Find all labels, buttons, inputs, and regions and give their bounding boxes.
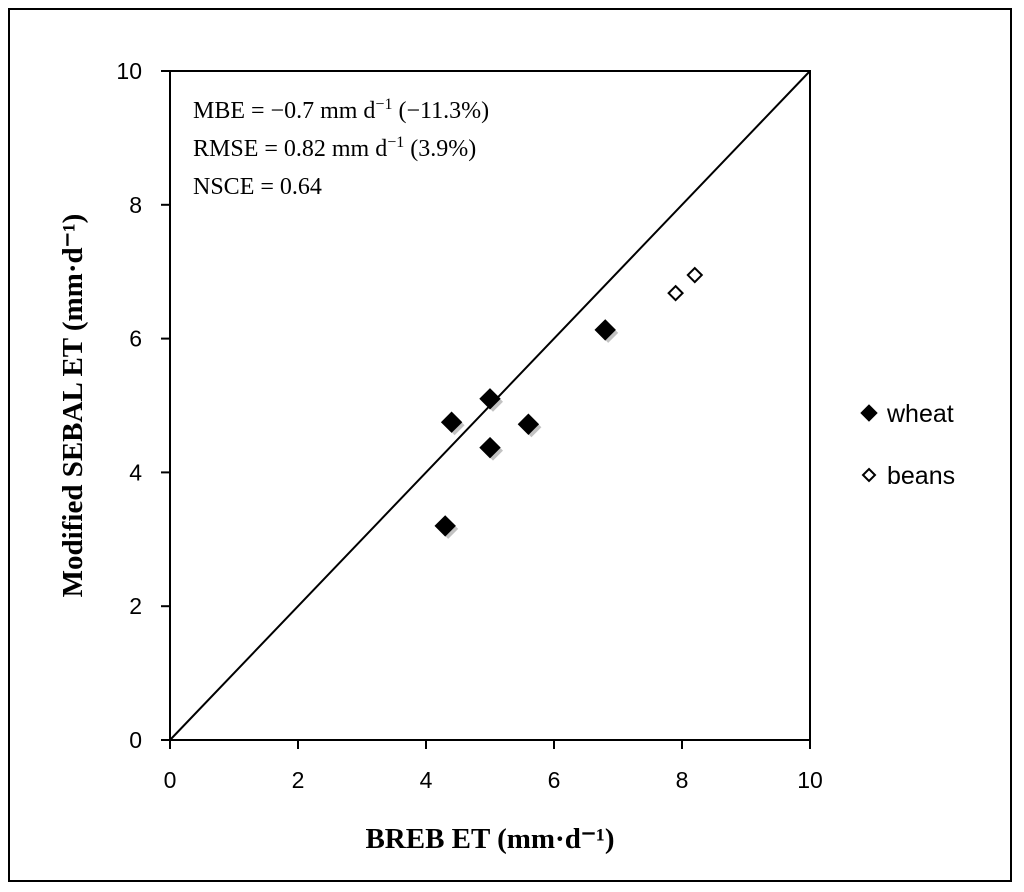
stat-annotation: RMSE = 0.82 mm d−1 (3.9%) (193, 134, 476, 162)
stat-annotation: NSCE = 0.64 (193, 174, 322, 200)
data-point-wheat (434, 515, 456, 537)
data-point-wheat (517, 413, 540, 435)
x-tick-label: 10 (797, 767, 823, 793)
legend-marker-beans (861, 467, 877, 483)
y-tick-label: 8 (129, 192, 142, 218)
x-tick-label: 2 (292, 767, 305, 793)
data-point-beans (667, 284, 685, 302)
legend-marker-wheat (860, 404, 878, 422)
x-tick-label: 6 (548, 767, 561, 793)
data-point-wheat (440, 411, 463, 433)
stat-annotation: MBE = −0.7 mm d−1 (−11.3%) (193, 96, 489, 124)
y-tick-label: 4 (129, 459, 142, 485)
y-tick-label: 10 (116, 58, 142, 84)
data-point-wheat (479, 436, 501, 459)
y-axis-title: Modified SEBAL ET (mm·d⁻¹) (57, 214, 89, 598)
x-tick-label: 4 (420, 767, 433, 793)
data-point-wheat (594, 319, 616, 341)
y-tick-label: 0 (129, 727, 142, 753)
x-tick-label: 0 (164, 767, 177, 793)
legend-label-beans: beans (887, 462, 955, 490)
data-point-wheat (479, 388, 501, 410)
y-tick-label: 6 (129, 326, 142, 352)
legend: wheat beans (860, 400, 955, 490)
x-axis-title: BREB ET (mm·d⁻¹) (365, 823, 614, 855)
y-tick-label: 2 (129, 593, 142, 619)
data-point-beans (686, 266, 704, 284)
x-tick-label: 8 (676, 767, 689, 793)
legend-label-wheat: wheat (886, 400, 954, 428)
